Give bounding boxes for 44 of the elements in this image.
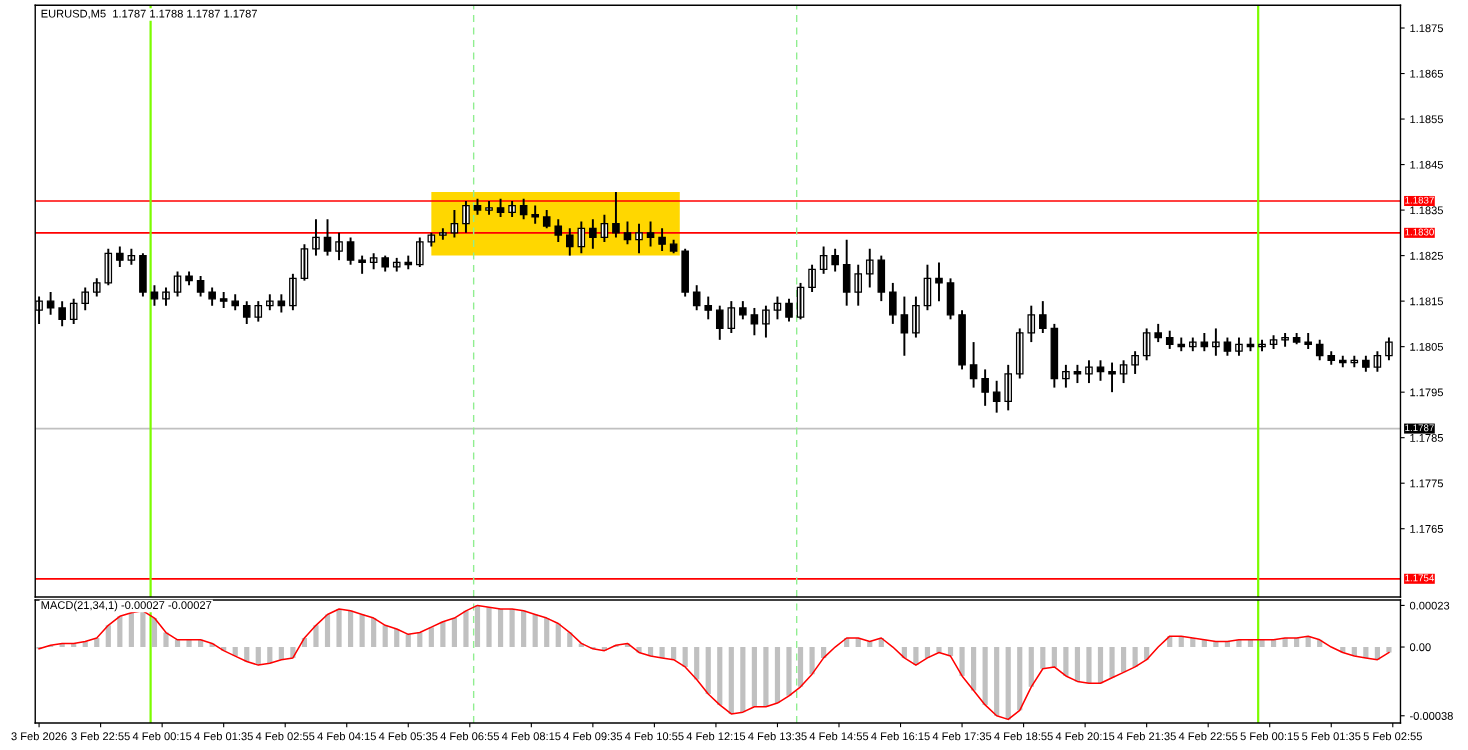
y-tick-label: 0.00 (1409, 643, 1431, 652)
x-tick-label: 4 Feb 08:15 (501, 732, 561, 741)
x-tick-label: 4 Feb 16:15 (871, 732, 930, 741)
x-tick-label: 4 Feb 05:35 (378, 732, 438, 741)
x-tick-label: 3 Feb 22:55 (71, 732, 130, 741)
chart-title: EURUSD,M5 1.1787 1.1788 1.1787 1.1787 (41, 9, 257, 19)
ref-line-label: 1.1830 (1405, 228, 1434, 236)
x-tick-label: 4 Feb 12:15 (686, 732, 746, 741)
ref-line-label: 1.1787 (1405, 424, 1434, 432)
y-tick-label: 1.1785 (1410, 433, 1444, 442)
x-tick-label: 4 Feb 06:55 (440, 732, 499, 741)
y-tick-label: 1.1775 (1410, 479, 1444, 488)
x-tick-label: 4 Feb 20:15 (1055, 732, 1115, 741)
x-tick-label: 4 Feb 01:35 (194, 732, 253, 741)
y-tick-label: 1.1815 (1410, 297, 1444, 306)
x-tick-label: 4 Feb 09:35 (563, 732, 623, 741)
y-tick-label: 0.00023 (1409, 601, 1450, 610)
chart-title: MACD(21,34,1) -0.00027 -0.00027 (41, 600, 212, 612)
x-tick-label: 5 Feb 02:55 (1363, 732, 1422, 741)
ref-line-label: 1.1754 (1405, 574, 1435, 582)
y-tick-label: 1.1805 (1410, 342, 1444, 351)
y-tick-label: 1.1875 (1410, 24, 1444, 33)
x-tick-label: 4 Feb 22:55 (1178, 732, 1238, 741)
x-tick-label: 5 Feb 00:15 (1240, 732, 1299, 741)
ref-line-label: 1.1837 (1405, 196, 1434, 204)
x-tick-label: 4 Feb 02:55 (255, 732, 315, 741)
y-tick-label: 1.1855 (1410, 115, 1444, 124)
x-tick-label: 4 Feb 14:55 (809, 732, 869, 741)
x-tick-label: 4 Feb 00:15 (132, 732, 192, 741)
y-tick-label: 1.1845 (1410, 160, 1444, 169)
y-tick-label: -0.00038 (1409, 712, 1453, 720)
y-tick-label: 1.1865 (1410, 69, 1444, 78)
x-tick-label: 4 Feb 17:35 (932, 732, 992, 741)
x-tick-label: 4 Feb 21:35 (1117, 732, 1176, 741)
x-tick-label: 4 Feb 04:15 (317, 732, 376, 741)
y-tick-label: 1.1795 (1410, 388, 1444, 397)
x-tick-label: 3 Feb 2026 (11, 732, 67, 741)
y-tick-label: 1.1765 (1410, 524, 1444, 533)
y-tick-label: 1.1825 (1410, 251, 1444, 260)
x-tick-label: 4 Feb 18:55 (994, 732, 1053, 741)
x-tick-label: 4 Feb 10:55 (625, 732, 684, 741)
x-tick-label: 5 Feb 01:35 (1302, 732, 1361, 741)
x-tick-label: 4 Feb 13:35 (748, 732, 807, 741)
y-tick-label: 1.1835 (1410, 206, 1444, 215)
